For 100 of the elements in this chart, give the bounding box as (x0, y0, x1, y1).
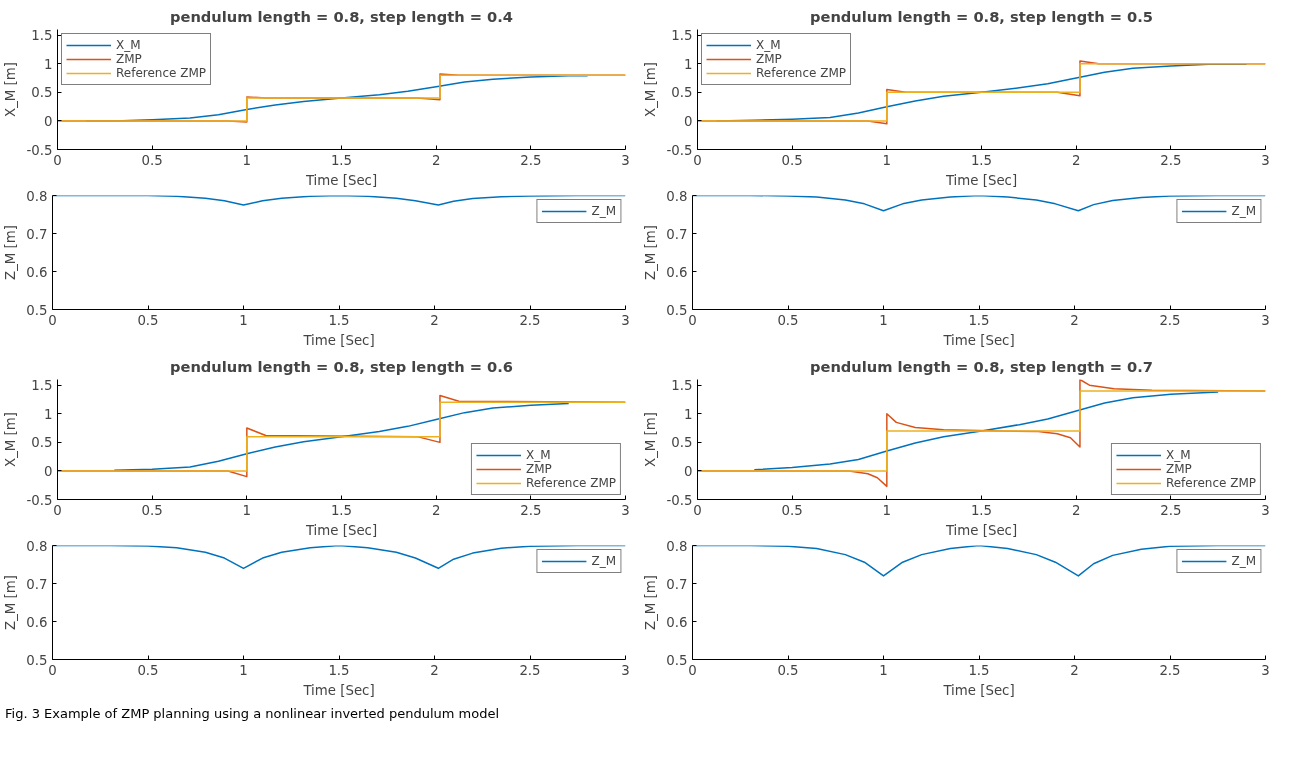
y-axis-title: Z_M [m] (3, 225, 19, 280)
y-axis-title: Z_M [m] (643, 575, 659, 630)
legend-label: Z_M (591, 554, 616, 568)
y-tick-label: 0.8 (26, 188, 48, 204)
x-axis-title: Time [Sec] (302, 682, 375, 698)
x-tick-label: 2 (430, 662, 439, 678)
x-tick-label: 0.5 (137, 312, 159, 328)
y-tick-label: 0 (44, 463, 53, 479)
y-tick-label: 0.5 (666, 302, 688, 318)
x-tick-label: 1 (239, 662, 248, 678)
x-axis-title: Time [Sec] (944, 522, 1018, 538)
x-axis-title: Time [Sec] (304, 172, 378, 188)
chart-title: pendulum length = 0.8, step length = 0.7 (809, 357, 1154, 375)
legend-label: Reference ZMP (1165, 476, 1256, 490)
y-tick-label: 0 (684, 113, 693, 129)
y-tick-label: 0.5 (671, 85, 693, 101)
y-axis-title: Z_M [m] (3, 575, 19, 630)
y-tick-label: 0.5 (26, 652, 48, 668)
y-tick-label: 0.8 (26, 538, 48, 554)
x-tick-label: 3 (1261, 152, 1270, 168)
x-tick-label: 1 (879, 312, 888, 328)
y-tick-label: -0.5 (26, 492, 53, 508)
x-axis-title: Time [Sec] (944, 172, 1018, 188)
x-tick-label: 1 (879, 662, 888, 678)
chart-title: pendulum length = 0.8, step length = 0.4 (169, 7, 514, 25)
x-tick-label: 2 (1071, 502, 1081, 518)
y-tick-label: 1.5 (671, 378, 693, 394)
y-tick-label: 1.5 (31, 378, 53, 394)
chart-title: pendulum length = 0.8, step length = 0.6 (169, 357, 514, 375)
y-tick-label: 0.5 (671, 435, 693, 451)
legend-label: Z_M (1231, 204, 1256, 218)
x-tick-label: 0.5 (141, 502, 163, 518)
y-tick-label: 1 (44, 56, 53, 72)
x-tick-label: 2.5 (1159, 312, 1181, 328)
x-tick-label: 0.5 (777, 662, 799, 678)
y-tick-label: 0 (44, 113, 53, 129)
x-tick-label: 0.5 (781, 502, 803, 518)
x-tick-label: 1 (239, 312, 248, 328)
x-tick-label: 1.5 (968, 662, 990, 678)
x-tick-label: 1 (242, 502, 252, 518)
x-tick-label: 3 (621, 662, 630, 678)
legend-label: Reference ZMP (116, 66, 207, 80)
x-tick-label: 2 (1071, 152, 1081, 168)
legend-label: X_M (116, 38, 141, 52)
x-tick-label: 0.5 (781, 152, 803, 168)
chart-title: pendulum length = 0.8, step length = 0.5 (809, 7, 1154, 25)
y-axis-title: X_M [m] (3, 62, 19, 117)
x-tick-label: 3 (1261, 502, 1270, 518)
x-tick-label: 3 (1261, 312, 1270, 328)
x-tick-label: 2 (431, 502, 441, 518)
legend-label: Z_M (1231, 554, 1256, 568)
legend-label: ZMP (756, 52, 782, 66)
y-tick-label: 1 (684, 56, 693, 72)
y-tick-label: 0.7 (666, 226, 688, 242)
y-tick-label: 0.5 (26, 302, 48, 318)
x-axis-title: Time [Sec] (302, 332, 375, 348)
y-tick-label: 0.7 (26, 576, 48, 592)
y-tick-label: 0.8 (666, 188, 688, 204)
x-tick-label: 2.5 (519, 312, 541, 328)
y-axis-title: X_M [m] (643, 62, 659, 117)
y-tick-label: 0.6 (26, 614, 48, 630)
y-tick-label: 0.7 (26, 226, 48, 242)
legend-label: X_M (1165, 448, 1191, 462)
x-tick-label: 1.5 (330, 502, 353, 518)
x-tick-label: 1.5 (328, 662, 350, 678)
y-tick-label: -0.5 (666, 142, 693, 158)
legend-label: Reference ZMP (525, 476, 616, 490)
x-tick-label: 3 (621, 312, 630, 328)
x-axis-title: Time [Sec] (942, 682, 1015, 698)
x-tick-label: 2 (1070, 312, 1079, 328)
y-tick-label: 0.8 (666, 538, 688, 554)
x-tick-label: 3 (621, 152, 630, 168)
x-tick-label: 2.5 (520, 502, 542, 518)
legend-label: X_M (756, 38, 781, 52)
y-tick-label: 0.6 (26, 264, 48, 280)
x-tick-label: 1.5 (328, 312, 350, 328)
y-tick-label: 0.5 (666, 652, 688, 668)
y-tick-label: 1 (684, 406, 693, 422)
x-axis-title: Time [Sec] (942, 332, 1015, 348)
y-tick-label: 1.5 (671, 28, 693, 44)
legend-label: ZMP (116, 52, 142, 66)
y-tick-label: -0.5 (26, 142, 53, 158)
x-tick-label: 1.5 (970, 152, 993, 168)
y-tick-label: 1.5 (31, 28, 53, 44)
x-tick-label: 1 (242, 152, 252, 168)
x-tick-label: 2.5 (1160, 502, 1182, 518)
y-axis-title: Z_M [m] (643, 225, 659, 280)
legend-label: Reference ZMP (756, 66, 847, 80)
x-tick-label: 1.5 (970, 502, 993, 518)
y-tick-label: 1 (44, 406, 53, 422)
y-tick-label: 0.5 (31, 435, 53, 451)
x-tick-label: 1 (882, 502, 892, 518)
y-tick-label: 0.6 (666, 264, 688, 280)
y-tick-label: -0.5 (666, 492, 693, 508)
legend-label: Z_M (591, 204, 616, 218)
x-tick-label: 2.5 (1160, 152, 1182, 168)
y-axis-title: X_M [m] (3, 412, 19, 467)
x-tick-label: 2.5 (519, 662, 541, 678)
y-tick-label: 0 (684, 463, 693, 479)
y-axis-title: X_M [m] (643, 412, 659, 467)
